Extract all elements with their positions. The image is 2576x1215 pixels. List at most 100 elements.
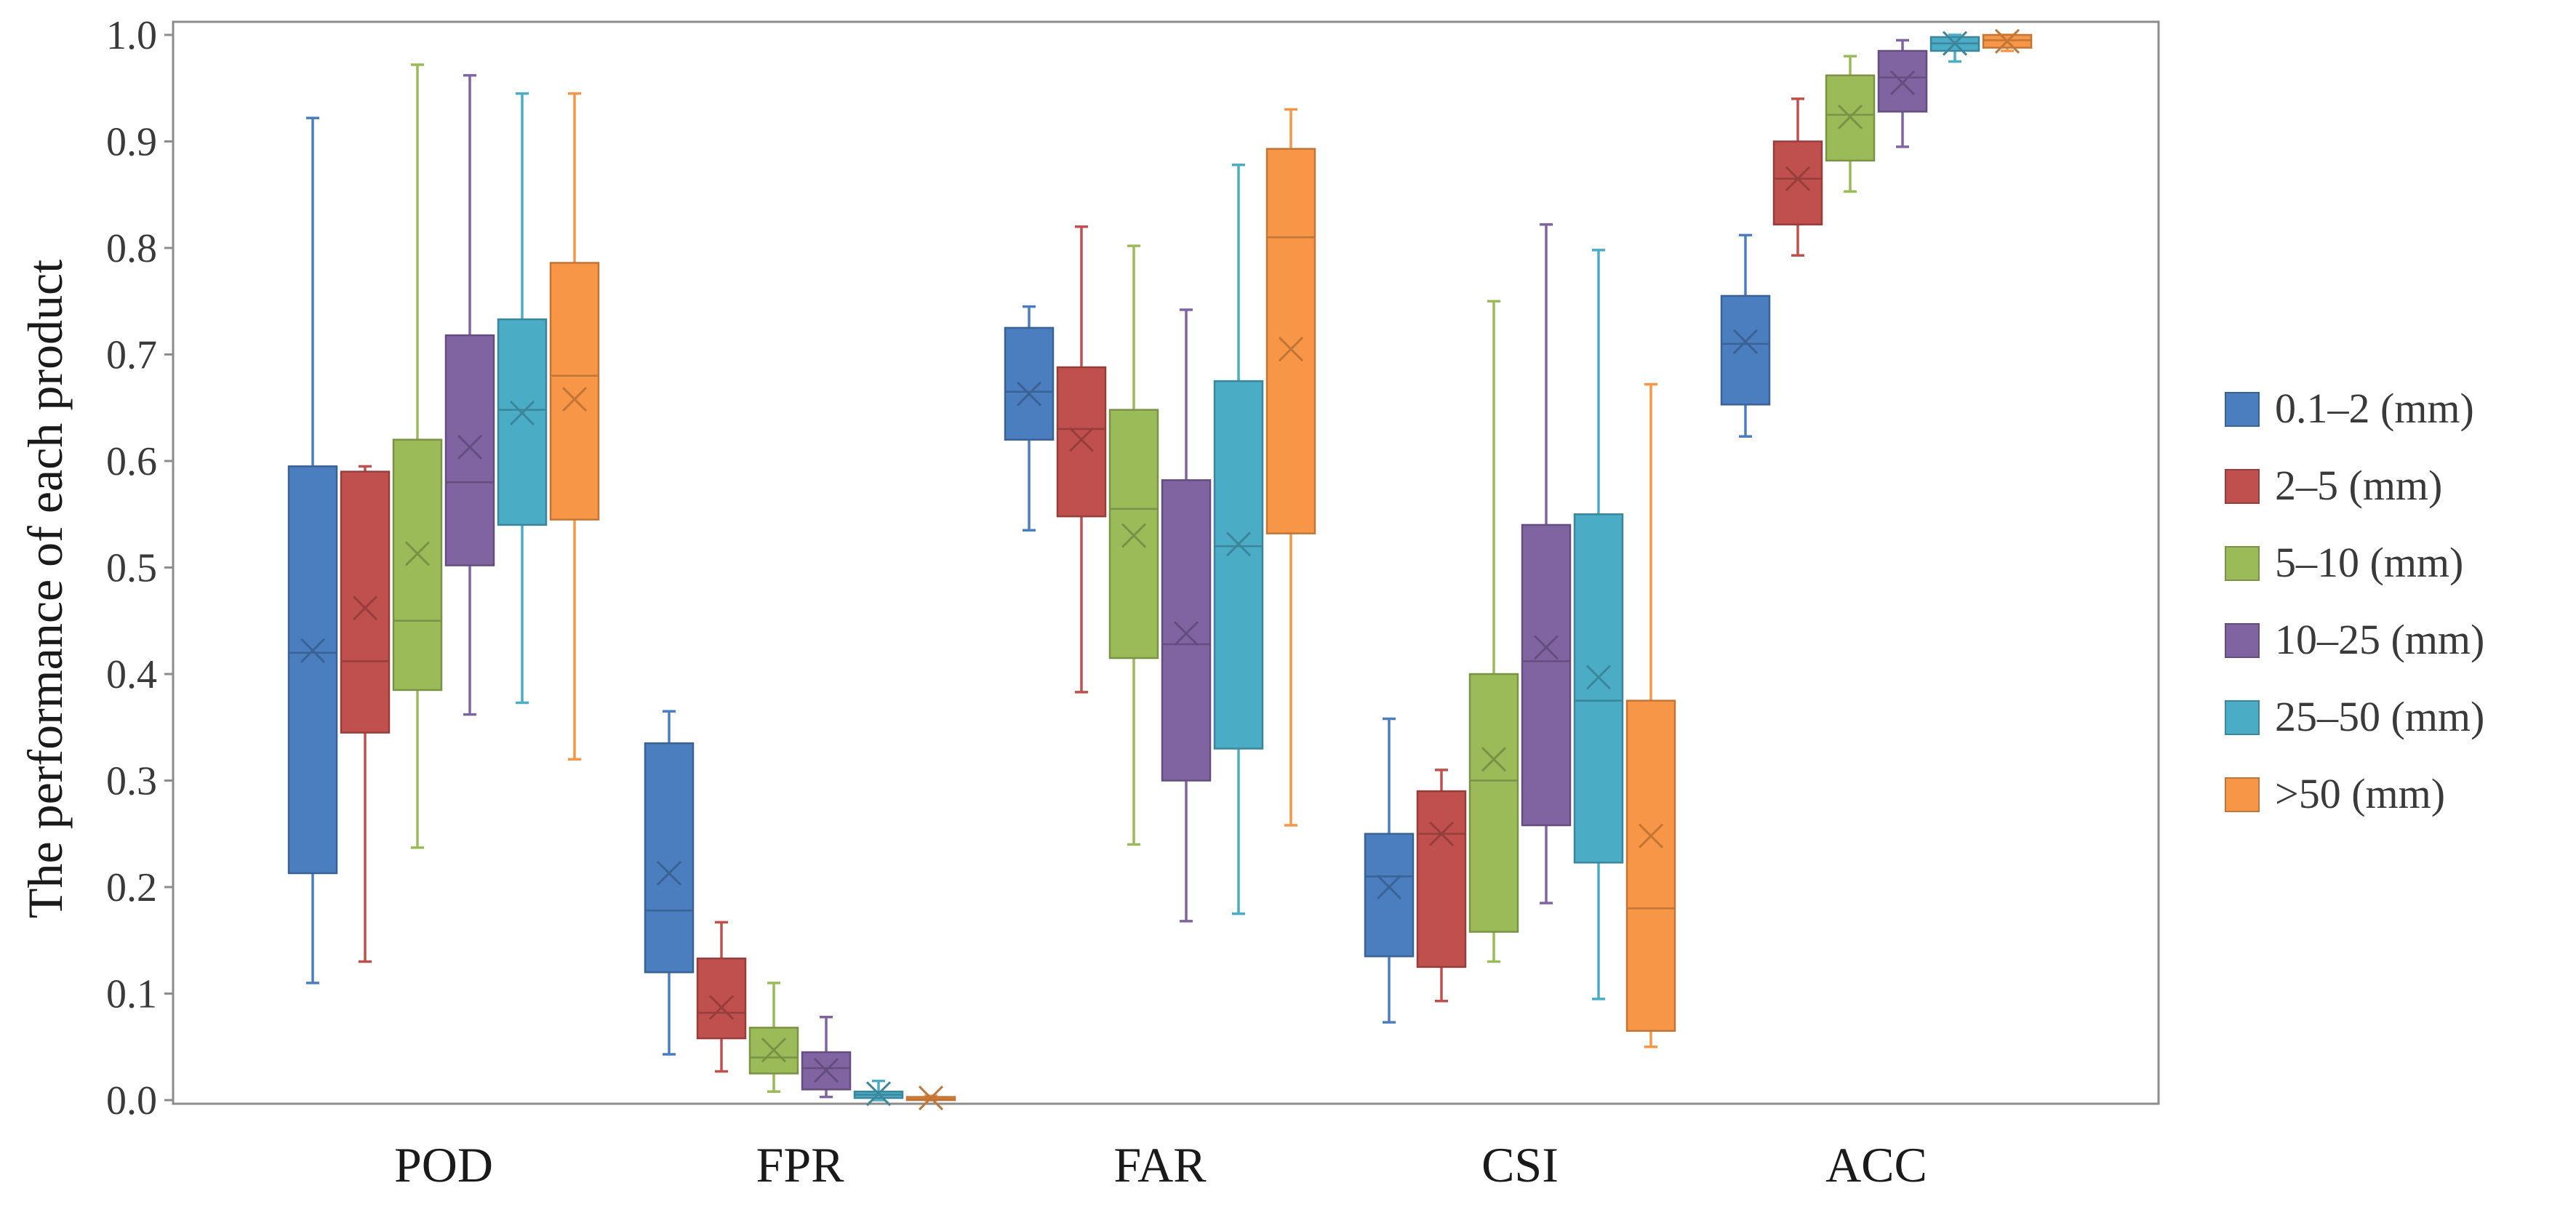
box-csi-series-3: [1521, 223, 1572, 905]
legend: 0.1–2 (mm) 2–5 (mm) 5–10 (mm) 10–25 (mm) 25–…: [2225, 385, 2484, 817]
mean-marker: [1533, 635, 1559, 660]
mean-marker: [1016, 381, 1042, 406]
mean-marker: [1785, 166, 1811, 191]
mean-marker-stroke: [1121, 523, 1147, 548]
y-tick-label: 0.7: [106, 333, 157, 378]
mean-marker-stroke: [1428, 821, 1455, 846]
box-fpr-series-4: [853, 1079, 904, 1107]
mean-marker-stroke: [1376, 874, 1402, 900]
mean-marker: [1481, 747, 1507, 772]
mean-marker: [1278, 337, 1304, 362]
x-category-label: FPR: [756, 1137, 845, 1192]
y-tick-label: 0.9: [106, 120, 157, 165]
mean-marker-stroke: [708, 995, 735, 1020]
iqr-box: [340, 470, 391, 734]
legend-item-1: 2–5 (mm): [2225, 462, 2442, 509]
legend-label: 10–25 (mm): [2275, 616, 2484, 663]
mean-marker-stroke: [300, 638, 326, 663]
iqr-box: [1877, 49, 1928, 113]
iqr-box: [1364, 833, 1415, 958]
box-csi-series-0: [1364, 717, 1415, 1024]
mean-marker-stroke: [509, 401, 535, 426]
legend-label: 0.1–2 (mm): [2275, 385, 2474, 432]
legend-label: 2–5 (mm): [2275, 462, 2442, 509]
legend-label: 5–10 (mm): [2275, 539, 2463, 586]
legend-item-4: 25–50 (mm): [2225, 693, 2484, 740]
mean-marker-stroke: [761, 1038, 787, 1063]
mean-marker: [1585, 665, 1612, 690]
box-far-series-1: [1056, 225, 1107, 694]
mean-marker-stroke: [1016, 381, 1042, 406]
box-csi-series-2: [1468, 300, 1519, 963]
mean-marker-stroke: [1994, 28, 2020, 54]
iqr-box: [696, 957, 747, 1040]
mean-marker-stroke: [1638, 823, 1664, 849]
iqr-box: [392, 438, 443, 691]
y-tick-label: 0.4: [106, 652, 157, 697]
box-fpr-series-2: [748, 982, 799, 1094]
mean-marker-stroke: [918, 1086, 944, 1111]
x-category-label: ACC: [1825, 1137, 1927, 1192]
y-tick-label: 0.3: [106, 759, 157, 804]
iqr-box: [497, 318, 548, 526]
y-axis: 0.0 0.1 0.2 0.3 0.4 0.5 0.6 0.7 0.8 0.9 1.0: [106, 13, 173, 1123]
y-tick-label: 0.1: [106, 972, 157, 1017]
mean-marker-stroke: [1889, 70, 1916, 95]
mean-marker-stroke: [1837, 104, 1863, 129]
box-pod-series-5: [549, 92, 600, 761]
category-group-csi: [1364, 223, 1676, 1048]
mean-marker-stroke: [813, 1057, 839, 1083]
box-fpr-series-5: [905, 1086, 956, 1111]
iqr-box: [1161, 479, 1212, 782]
legend-swatch: [2225, 469, 2260, 504]
mean-marker-stroke: [656, 860, 682, 886]
legend-swatch: [2225, 623, 2260, 658]
box-acc-series-3: [1877, 39, 1928, 148]
plot-area-frame: [172, 20, 2160, 1105]
box-pod-series-1: [340, 465, 391, 963]
x-category-label: FAR: [1113, 1137, 1207, 1192]
iqr-box: [1108, 409, 1159, 659]
mean-marker-stroke: [1785, 166, 1811, 191]
mean-marker-stroke: [352, 596, 378, 621]
box-csi-series-1: [1416, 769, 1467, 1003]
iqr-box: [1416, 790, 1467, 969]
mean-marker: [918, 1086, 944, 1111]
mean-marker: [457, 434, 483, 460]
mean-marker: [509, 401, 535, 426]
iqr-box: [1056, 366, 1107, 518]
legend-item-0: 0.1–2 (mm): [2225, 385, 2474, 432]
mean-marker: [1889, 70, 1916, 95]
legend-swatch: [2225, 546, 2260, 581]
legend-swatch: [2225, 700, 2260, 735]
mean-marker: [1732, 329, 1759, 354]
mean-marker: [404, 541, 431, 566]
mean-marker: [865, 1081, 892, 1107]
box-far-series-5: [1265, 108, 1316, 827]
legend-item-2: 5–10 (mm): [2225, 539, 2463, 586]
x-axis: POD FPR FAR CSI ACC: [394, 1137, 1927, 1192]
box-acc-series-4: [1929, 31, 1980, 63]
mean-marker: [656, 860, 682, 886]
box-csi-series-5: [1625, 382, 1676, 1048]
y-tick-label: 1.0: [106, 13, 157, 58]
iqr-box: [644, 742, 695, 974]
mean-marker: [1837, 104, 1863, 129]
category-group-fpr: [644, 710, 956, 1111]
mean-marker: [1942, 31, 1968, 56]
mean-marker: [561, 386, 588, 412]
mean-marker-stroke: [1068, 427, 1095, 452]
y-tick-label: 0.5: [106, 546, 157, 591]
iqr-box: [1625, 699, 1676, 1032]
mean-marker: [352, 596, 378, 621]
mean-marker: [1121, 523, 1147, 548]
y-axis-title: The performance of each product: [17, 260, 73, 918]
box-groups: [287, 28, 2033, 1111]
mean-marker-stroke: [865, 1081, 892, 1107]
mean-marker: [761, 1038, 787, 1063]
x-category-label: POD: [394, 1137, 493, 1192]
category-group-pod: [287, 63, 600, 985]
box-acc-series-2: [1825, 55, 1876, 193]
iqr-box: [1265, 148, 1316, 534]
mean-marker: [1376, 874, 1402, 900]
